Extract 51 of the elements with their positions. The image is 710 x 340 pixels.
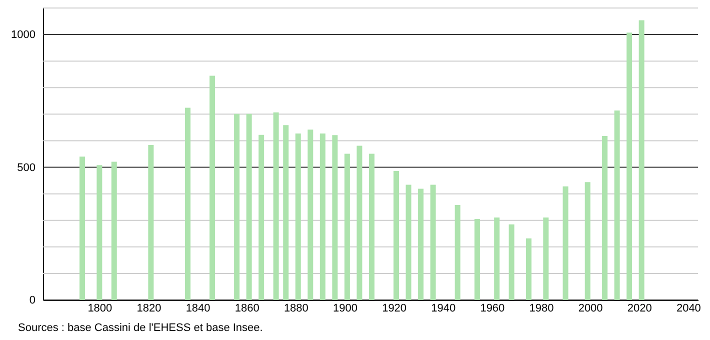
- bar: [320, 134, 326, 300]
- bar: [80, 156, 85, 300]
- source-note: Sources : base Cassini de l'EHESS et base Insee.: [18, 322, 263, 334]
- bar: [96, 165, 102, 300]
- x-tick-label: 2020: [627, 302, 652, 314]
- bar: [626, 32, 632, 300]
- x-tick-label: 1820: [136, 302, 162, 314]
- bar: [526, 238, 532, 300]
- bar: [234, 114, 240, 300]
- bar: [406, 184, 412, 300]
- bar: [638, 20, 644, 300]
- y-tick-label: 0: [29, 294, 36, 306]
- x-tick-label: 1880: [284, 302, 308, 314]
- bar: [111, 162, 117, 300]
- bar: [508, 224, 514, 300]
- bar: [356, 146, 362, 300]
- x-tick-label: 1960: [480, 302, 505, 314]
- bar: [418, 188, 424, 300]
- bar: [246, 114, 252, 300]
- x-tick-label: 2000: [578, 302, 603, 314]
- bar: [308, 130, 314, 300]
- bar: [184, 108, 190, 300]
- bar: [210, 76, 216, 300]
- y-tick-label: 500: [17, 162, 36, 174]
- x-tick-label: 1980: [529, 302, 554, 314]
- x-tick-label: 1800: [88, 302, 112, 314]
- bar: [614, 110, 620, 300]
- y-tick-label: 1000: [11, 29, 36, 42]
- bar: [368, 154, 374, 300]
- bar: [474, 219, 480, 300]
- bar: [394, 170, 400, 300]
- x-tick-label: 1940: [431, 302, 456, 314]
- bar: [344, 154, 350, 300]
- x-tick-label: 1920: [382, 302, 407, 314]
- bar: [562, 186, 568, 300]
- bar: [584, 182, 590, 300]
- bar: [283, 125, 289, 300]
- bar: [273, 112, 279, 300]
- bar: [543, 217, 549, 300]
- bar: [430, 184, 436, 300]
- x-tick-label: 1840: [186, 302, 210, 314]
- x-tick-label: 1900: [333, 302, 358, 314]
- bar: [494, 217, 500, 300]
- bar: [295, 134, 301, 300]
- bar: [332, 135, 338, 300]
- x-tick-label: 2040: [676, 302, 701, 314]
- x-tick-label: 1860: [234, 302, 260, 314]
- bar: [454, 204, 460, 300]
- bar: [602, 136, 608, 300]
- bar: [258, 134, 264, 300]
- bar: [148, 144, 154, 300]
